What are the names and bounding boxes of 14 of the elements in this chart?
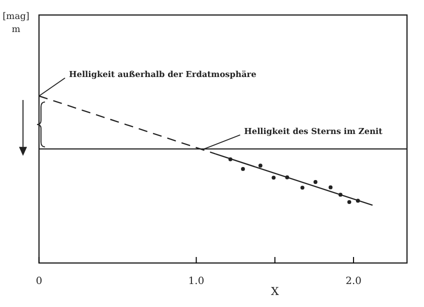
point: [258, 164, 262, 168]
point: [314, 180, 318, 184]
point: [241, 167, 245, 171]
x-tick-label: 1.0: [188, 276, 204, 288]
point: [272, 176, 276, 180]
x-axis-title: X: [270, 285, 279, 298]
point: [328, 185, 333, 190]
text: [mag] m: [2, 12, 30, 35]
point: [347, 200, 352, 204]
annotation: Helligkeit des Sterns im Zenit: [244, 126, 383, 136]
annotation: Helligkeit außerhalb der Erdatmosphäre: [69, 68, 256, 79]
x-tick-label: 0: [36, 276, 42, 288]
point: [300, 186, 304, 190]
x-tick-label: 2.0: [346, 276, 362, 288]
